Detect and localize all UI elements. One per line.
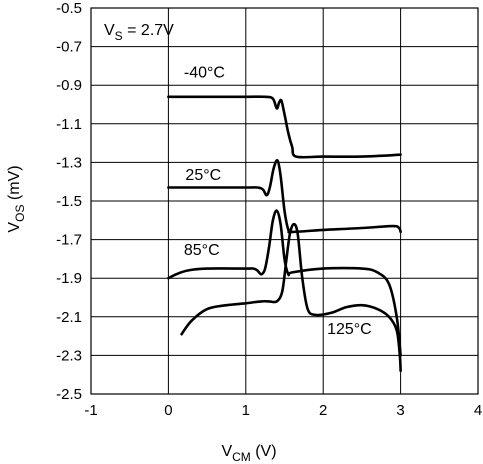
y-tick-labels: -0.5 -0.7 -0.9 -1.1 -1.3 -1.5 -1.7 -1.9 -2.1 -2.3… (56, 0, 82, 403)
y-tick-2p3: -2.3 (56, 347, 82, 364)
plot-frame (90, 7, 479, 395)
series-label-40c: -40°C (184, 64, 225, 81)
series-line-40c (167, 95, 402, 159)
series-labels: -40°C 25°C 85°C 125°C (184, 64, 372, 338)
y-tick-1p3: -1.3 (56, 154, 82, 171)
series-group (167, 95, 402, 373)
y-tick-2p1: -2.1 (56, 309, 82, 326)
supply-voltage-annotation: VS = 2.7V (104, 22, 174, 43)
x-tick-0: 0 (164, 402, 172, 419)
y-tick-1p7: -1.7 (56, 232, 82, 249)
series-line-25c (167, 158, 402, 234)
series-line-125c (180, 222, 402, 373)
x-tick-3: 3 (396, 402, 404, 419)
x-axis-label: VCM (V) (221, 443, 276, 464)
x-tick-2: 2 (319, 402, 327, 419)
series-line-85c (167, 209, 402, 357)
y-tick-1p9: -1.9 (56, 270, 82, 287)
x-tick-1: -1 (84, 402, 97, 419)
y-tick-1p5: -1.5 (56, 193, 82, 210)
series-label-85c: 85°C (184, 242, 220, 259)
y-tick-2p5: -2.5 (56, 386, 82, 403)
y-tick-0p9: -0.9 (56, 77, 82, 94)
x-tick-4: 4 (474, 402, 482, 419)
series-label-125c: 125°C (327, 321, 372, 338)
x-tick-labels: -1 0 1 2 3 4 (84, 402, 482, 419)
x-tick-1: 1 (242, 402, 250, 419)
series-label-25c: 25°C (185, 167, 221, 184)
y-tick-1p1: -1.1 (56, 116, 82, 133)
y-tick-0p7: -0.7 (56, 39, 82, 56)
y-tick-0p5: -0.5 (56, 0, 82, 17)
y-axis-label: VOS (mV) (6, 165, 27, 232)
